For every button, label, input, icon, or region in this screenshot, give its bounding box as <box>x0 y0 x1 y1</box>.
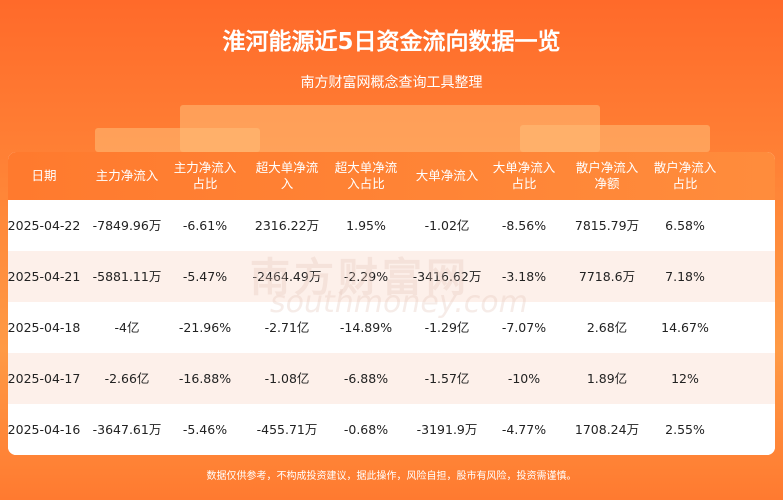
header-text: 占比 <box>511 176 537 191</box>
table-cell: 2025-04-18 <box>8 319 81 335</box>
table-cell: -16.88% <box>178 370 232 386</box>
table-cell: 2025-04-16 <box>8 421 81 437</box>
table-cell: -7.07% <box>501 319 547 335</box>
table-cell: -4亿 <box>114 319 140 335</box>
table-cell: 2.55% <box>665 421 705 437</box>
header-text: 净额 <box>594 176 620 191</box>
table-cell: -7849.96万 <box>92 217 162 233</box>
header-text: 入占比 <box>347 176 385 191</box>
table-cell: -3416.62万 <box>412 268 482 284</box>
table-cell: -14.89% <box>339 319 393 335</box>
table-cell: -0.68% <box>343 421 389 437</box>
header-row <box>8 152 775 200</box>
table-cell: -1.08亿 <box>264 370 310 386</box>
header-text: 主力净流入 <box>173 160 237 175</box>
table-cell: -8.56% <box>501 217 547 233</box>
table-cell: -1.29亿 <box>424 319 470 335</box>
row <box>8 404 775 455</box>
table-cell: 6.58% <box>665 217 705 233</box>
table-cell: -2.66亿 <box>104 370 150 386</box>
table: 日期 主力净流入 主力净流入 占比 超大单净流入超大单净流 入占比 大单净流入 大单净流入 占比… <box>8 152 775 455</box>
header-text: 超大单净流 <box>334 160 398 175</box>
table-cell: 1708.24万 <box>574 421 640 437</box>
header-text: 占比 <box>672 176 698 191</box>
table-cell: 1.95% <box>346 217 386 233</box>
table-cell: 2025-04-21 <box>8 268 81 284</box>
table-cell: 1.89亿 <box>586 370 628 386</box>
table-cell: 2025-04-17 <box>8 370 81 386</box>
header-text: 占比 <box>192 176 218 191</box>
watermark: 南方财富网 <box>250 255 470 301</box>
table-cell: -5881.11万 <box>92 268 162 284</box>
table-cell: -2464.49万 <box>252 268 322 284</box>
row <box>8 251 775 302</box>
decoration <box>95 128 260 152</box>
header-text: 散户净流入 <box>653 160 717 175</box>
header-text: 日期 <box>31 168 57 183</box>
watermark: southmoney.com <box>270 285 528 320</box>
header-cell: 大单净流入 占比 <box>484 152 564 200</box>
header-cell: 散户净流入 净额 <box>567 152 647 200</box>
table-cell: -6.88% <box>343 370 389 386</box>
table-cell: 7815.79万 <box>574 217 640 233</box>
table-cell: -5.46% <box>182 421 228 437</box>
table-cell: -6.61% <box>182 217 228 233</box>
table-cell: -1.57亿 <box>424 370 470 386</box>
table-cell: 14.67% <box>661 319 709 335</box>
header-cell: 日期 <box>8 152 84 200</box>
header-text: 超大单净流 <box>255 160 319 175</box>
subtitle: 南方财富网概念查询工具整理 <box>300 75 483 91</box>
table-cell: -4.77% <box>501 421 547 437</box>
table-cell: -21.96% <box>178 319 232 335</box>
header-cell: 散户净流入 占比 <box>645 152 725 200</box>
header-text: 散户净流入 <box>575 160 639 175</box>
table-cell: -2.71亿 <box>264 319 310 335</box>
row <box>8 200 775 251</box>
table-cell: 2025-04-22 <box>8 217 81 233</box>
table-cell: 7.18% <box>665 268 705 284</box>
table-cell: -3.18% <box>501 268 547 284</box>
header-text: 主力净流入 <box>95 168 159 183</box>
row <box>8 302 775 353</box>
table-cell: -5.47% <box>182 268 228 284</box>
header-text: 入 <box>280 176 294 191</box>
title: 淮河能源近5日资金流向数据一览 <box>222 29 561 55</box>
header-cell: 大单净流入 <box>407 152 487 200</box>
header-text: 大单净流入 <box>492 160 556 175</box>
table-cell: -3647.61万 <box>92 421 162 437</box>
row <box>8 353 775 404</box>
decoration <box>520 125 710 152</box>
header-cell: 超大单净流入 <box>247 152 327 200</box>
table-cell: 7718.6万 <box>578 268 636 284</box>
table-cell: -1.02亿 <box>424 217 470 233</box>
table-cell: -455.71万 <box>256 421 318 437</box>
header-cell: 超大单净流 入占比 <box>326 152 406 200</box>
table-cell: -10% <box>507 370 541 386</box>
footer: 数据仅供参考，不构成投资建议，据此操作，风险自担，股市有风险，投资需谨慎。 <box>206 471 577 482</box>
table-cell: -3191.9万 <box>416 421 478 437</box>
header-cell: 主力净流入 占比 <box>165 152 245 200</box>
table-cell: -2.29% <box>343 268 389 284</box>
table-cell: 2316.22万 <box>254 217 320 233</box>
table-cell: 12% <box>671 370 699 386</box>
header-text: 大单净流入 <box>415 168 479 183</box>
table-cell: 2.68亿 <box>586 319 628 335</box>
header-cell: 主力净流入 <box>87 152 167 200</box>
